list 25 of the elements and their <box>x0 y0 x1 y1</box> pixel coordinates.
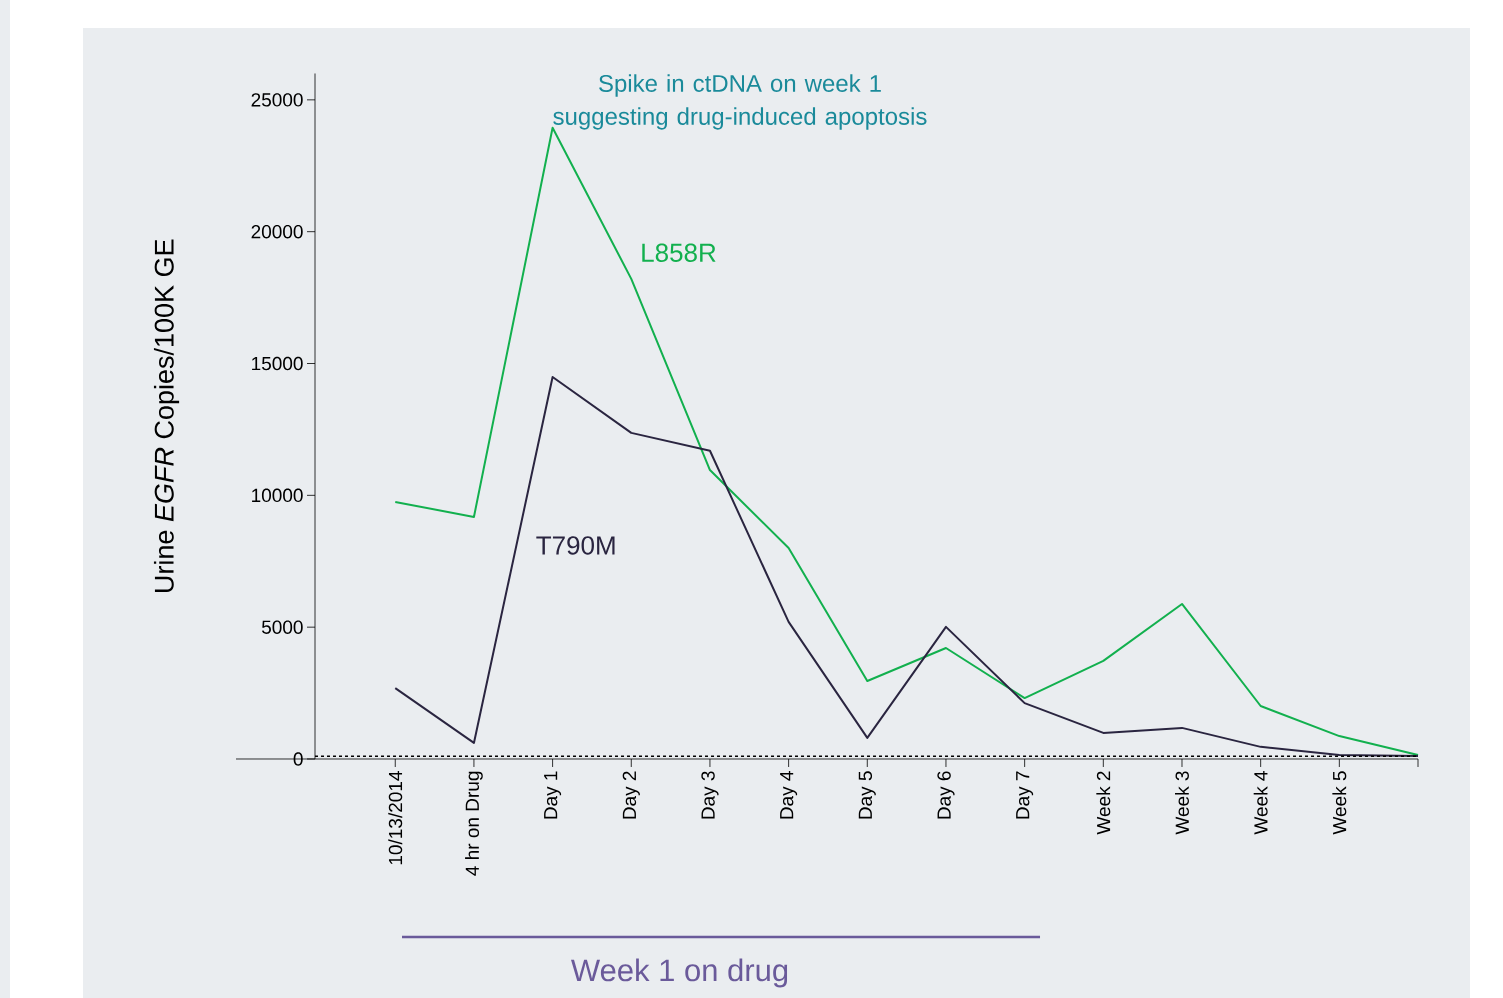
series-label: T790M <box>536 536 615 555</box>
series-label: L858R <box>642 243 716 262</box>
x-tick-label: Day 5 <box>858 771 876 819</box>
text: Spike in ctDNA on week 1 suggesting drug-induced apoptosis <box>553 74 927 130</box>
y-tick-label: 10000 <box>252 488 303 503</box>
x-tick-label: Week 2 <box>1096 771 1111 835</box>
y-tick-label: 25000 <box>251 93 303 107</box>
y-tick-label: 0 <box>293 752 303 766</box>
x-tick-label: Day 2 <box>622 771 640 819</box>
x-tick-label: 4 hr on Drug <box>465 771 483 876</box>
x-tick-label: Day 7 <box>1016 771 1034 819</box>
x-tick-label: Week 3 <box>1175 771 1189 835</box>
line-series <box>394 375 1420 758</box>
y-axis-title: Urine EGFR Copies/100K GE <box>153 239 180 592</box>
x-tick-label: Day 4 <box>780 771 798 819</box>
x-tick-label: Day 6 <box>937 771 955 819</box>
y-tick-label: 5000 <box>261 620 303 634</box>
text: Week 1 on drug <box>571 958 788 988</box>
y-tick-label: 20000 <box>251 224 303 239</box>
x-tick-label: Day 3 <box>701 771 719 819</box>
x-tick-label: Week 4 <box>1253 771 1268 835</box>
x-tick-label: Day 1 <box>544 771 562 819</box>
x-tick-label: Week 5 <box>1332 771 1347 835</box>
y-tick-label: 15000 <box>252 356 303 371</box>
x-tick-label: 10/13/2014 <box>388 771 403 865</box>
